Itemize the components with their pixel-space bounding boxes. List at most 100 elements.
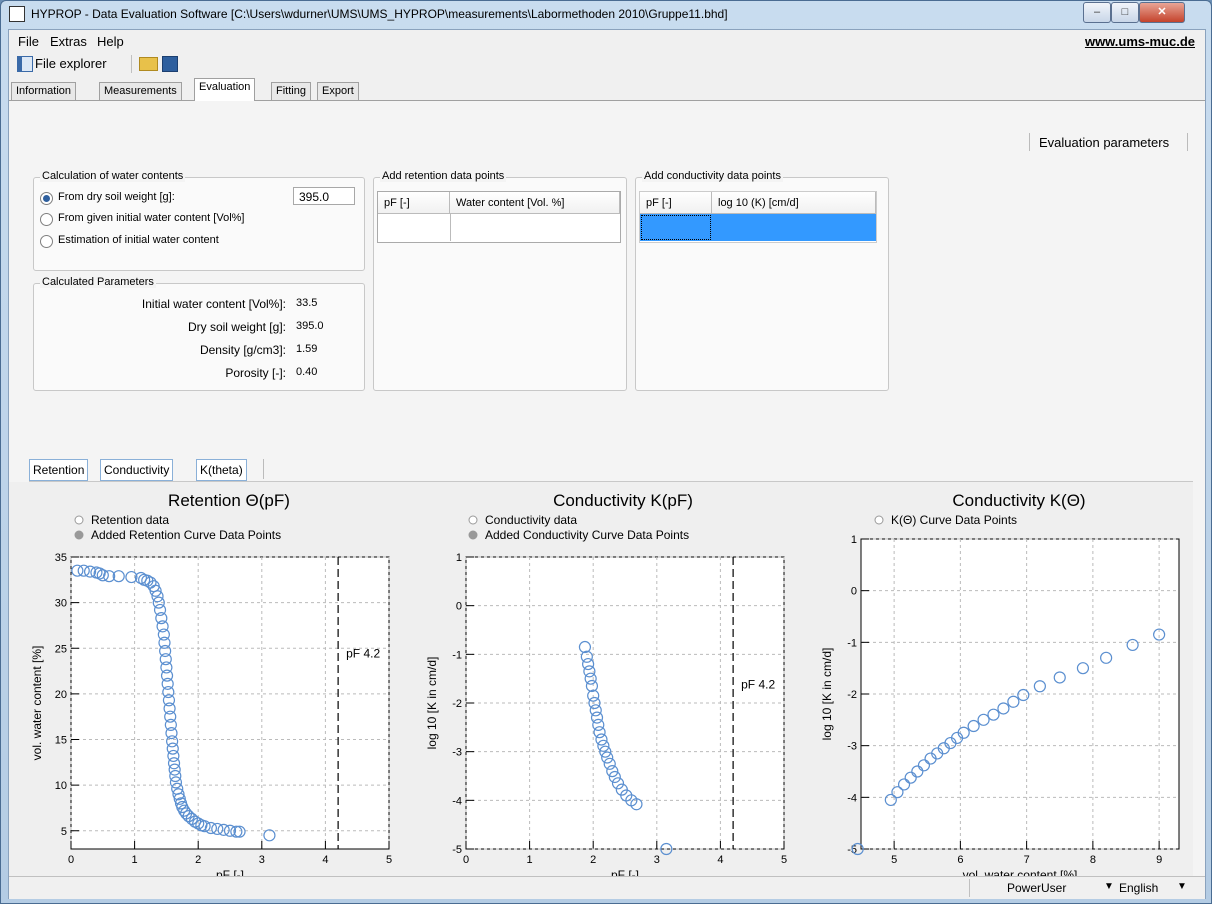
divider bbox=[29, 481, 1193, 482]
radio-initial-water-content[interactable] bbox=[40, 213, 53, 226]
menu-extras[interactable]: Extras bbox=[50, 34, 87, 49]
grid-cell[interactable] bbox=[378, 214, 451, 241]
menu-file[interactable]: File bbox=[18, 34, 39, 49]
data-point bbox=[155, 612, 168, 625]
title-bar[interactable]: HYPROP - Data Evaluation Software [C:\Us… bbox=[1, 1, 1211, 27]
water-contents-group: Calculation of water contents From dry s… bbox=[33, 170, 365, 271]
data-point bbox=[1076, 662, 1090, 675]
selected-row[interactable] bbox=[640, 214, 876, 241]
dry-weight-input[interactable]: 395.0 bbox=[293, 187, 355, 205]
legend-entry: Retention data bbox=[91, 513, 169, 527]
y-tick-label: 0 bbox=[456, 601, 462, 613]
radio-estimation[interactable] bbox=[40, 235, 53, 248]
x-tick-label: 4 bbox=[322, 854, 328, 866]
x-tick-label: 5 bbox=[891, 854, 897, 866]
data-point bbox=[173, 792, 186, 805]
tab-information[interactable]: Information bbox=[11, 82, 77, 100]
chart-2: Conductivity K(pF) Conductivity dataAdded… bbox=[425, 491, 787, 882]
data-point bbox=[608, 770, 621, 784]
data-point bbox=[103, 570, 116, 583]
data-point bbox=[125, 570, 138, 584]
radio-label: From given initial water content [Vol%] bbox=[58, 212, 245, 224]
data-point bbox=[589, 704, 602, 717]
data-point bbox=[592, 718, 605, 731]
data-point bbox=[160, 669, 174, 682]
y-tick-label: 35 bbox=[55, 552, 67, 564]
data-point bbox=[957, 726, 970, 739]
evaluation-parameters-button[interactable]: Evaluation parameters bbox=[1039, 135, 1170, 150]
column-header[interactable]: pF [-] bbox=[640, 192, 712, 214]
retention-points-grid[interactable]: pF [-] Water content [Vol. %] bbox=[377, 191, 621, 243]
group-title: Calculation of water contents bbox=[40, 170, 186, 182]
y-tick-label: -2 bbox=[847, 689, 857, 701]
plots-area: Retention Θ(pF) Retention data Added Reten… bbox=[9, 482, 1193, 882]
legend-marker bbox=[468, 515, 478, 525]
data-point bbox=[83, 565, 97, 578]
tab-conductivity[interactable]: Conductivity bbox=[100, 459, 174, 481]
data-point bbox=[96, 569, 109, 582]
data-point bbox=[211, 822, 224, 836]
data-point bbox=[164, 710, 177, 723]
data-point bbox=[162, 685, 175, 699]
client-area: File Extras Help www.ums-muc.de File exp… bbox=[8, 29, 1206, 899]
window-title: HYPROP - Data Evaluation Software [C:\Us… bbox=[31, 7, 728, 21]
param-label: Porosity [-]: bbox=[225, 366, 286, 380]
conductivity-points-grid[interactable]: pF [-] log 10 (K) [cm/d] bbox=[639, 191, 877, 243]
data-point bbox=[169, 776, 183, 789]
data-point bbox=[158, 636, 171, 649]
menu-bar: File Extras Help www.ums-muc.de bbox=[9, 30, 1205, 52]
open-folder-icon[interactable] bbox=[139, 57, 158, 71]
tab-measurements[interactable]: Measurements bbox=[99, 82, 182, 100]
dropdown-icon[interactable]: ▼ bbox=[1177, 881, 1187, 892]
legend-entry: Added Conductivity Curve Data Points bbox=[485, 528, 689, 542]
data-point bbox=[603, 757, 616, 770]
column-header[interactable]: Water content [Vol. %] bbox=[450, 192, 620, 214]
data-point bbox=[163, 702, 176, 715]
file-explorer-icon bbox=[17, 56, 33, 72]
tab-evaluation[interactable]: Evaluation bbox=[194, 78, 256, 101]
chart-3: Conductivity K(Θ) K(Θ) Curve Data Points 5… bbox=[820, 491, 1180, 882]
column-header[interactable]: pF [-] bbox=[378, 192, 450, 214]
minimize-button[interactable]: – bbox=[1083, 2, 1111, 23]
group-title: Calculated Parameters bbox=[40, 276, 156, 288]
data-point bbox=[891, 786, 904, 799]
maximize-button[interactable]: □ bbox=[1111, 2, 1139, 23]
y-tick-label: 25 bbox=[55, 643, 67, 655]
close-button[interactable]: ✕ bbox=[1139, 2, 1185, 23]
grid-cell[interactable] bbox=[641, 215, 711, 240]
x-tick-label: 0 bbox=[463, 854, 469, 866]
y-tick-label: -3 bbox=[452, 747, 462, 759]
param-value: 33.5 bbox=[296, 297, 318, 309]
y-tick-label: 0 bbox=[851, 586, 857, 598]
data-point bbox=[1017, 688, 1030, 702]
data-point bbox=[223, 824, 237, 837]
user-label: PowerUser bbox=[1007, 881, 1067, 895]
save-icon[interactable] bbox=[162, 56, 178, 72]
param-label: Density [g/cm3]: bbox=[199, 343, 286, 357]
data-point bbox=[851, 842, 864, 856]
legend-entry: K(Θ) Curve Data Points bbox=[891, 513, 1017, 527]
menu-help[interactable]: Help bbox=[97, 34, 124, 49]
data-point bbox=[595, 733, 608, 746]
radio-dry-soil-weight[interactable] bbox=[40, 192, 53, 205]
language-selector[interactable]: English bbox=[1119, 881, 1159, 895]
tab-export[interactable]: Export bbox=[317, 82, 359, 100]
tab-k-theta[interactable]: K(theta) bbox=[196, 459, 247, 481]
dropdown-icon[interactable]: ▼ bbox=[1104, 881, 1114, 892]
column-header[interactable]: log 10 (K) [cm/d] bbox=[712, 192, 876, 214]
tab-fitting[interactable]: Fitting bbox=[271, 82, 311, 100]
y-tick-label: -1 bbox=[452, 649, 462, 661]
chart-title: Conductivity K(Θ) bbox=[952, 491, 1085, 510]
tab-retention[interactable]: Retention bbox=[29, 459, 89, 481]
data-point bbox=[151, 590, 164, 603]
data-point bbox=[1053, 671, 1066, 684]
file-explorer-button[interactable]: File explorer bbox=[35, 56, 107, 71]
data-point bbox=[977, 713, 990, 726]
data-point bbox=[580, 650, 593, 663]
website-link[interactable]: www.ums-muc.de bbox=[1084, 34, 1195, 49]
y-axis-label: log 10 [K in cm/d] bbox=[425, 657, 439, 750]
data-point bbox=[593, 726, 606, 739]
y-tick-label: 10 bbox=[55, 780, 67, 792]
toolbar-separator bbox=[131, 55, 132, 73]
